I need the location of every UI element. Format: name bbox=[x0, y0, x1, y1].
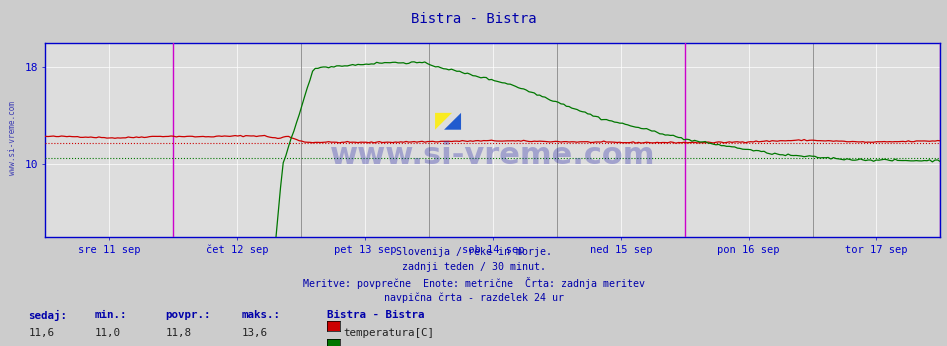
Text: Bistra - Bistra: Bistra - Bistra bbox=[411, 12, 536, 26]
Text: 11,6: 11,6 bbox=[28, 328, 54, 338]
Text: www.si-vreme.com: www.si-vreme.com bbox=[8, 101, 17, 175]
Text: navpična črta - razdelek 24 ur: navpična črta - razdelek 24 ur bbox=[384, 292, 563, 302]
Text: Meritve: povprečne  Enote: metrične  Črta: zadnja meritev: Meritve: povprečne Enote: metrične Črta:… bbox=[302, 277, 645, 289]
Text: min.:: min.: bbox=[95, 310, 127, 320]
Text: Bistra - Bistra: Bistra - Bistra bbox=[327, 310, 424, 320]
Text: 13,6: 13,6 bbox=[241, 328, 267, 338]
Text: 11,0: 11,0 bbox=[95, 328, 120, 338]
Text: Slovenija / reke in morje.: Slovenija / reke in morje. bbox=[396, 247, 551, 257]
Text: ◤: ◤ bbox=[435, 111, 453, 131]
Text: 11,8: 11,8 bbox=[166, 328, 191, 338]
Text: maks.:: maks.: bbox=[241, 310, 280, 320]
Text: povpr.:: povpr.: bbox=[166, 310, 211, 320]
Text: www.si-vreme.com: www.si-vreme.com bbox=[331, 141, 655, 170]
Text: ◢: ◢ bbox=[444, 111, 461, 131]
Text: temperatura[C]: temperatura[C] bbox=[344, 328, 435, 338]
Text: zadnji teden / 30 minut.: zadnji teden / 30 minut. bbox=[402, 262, 545, 272]
Text: sedaj:: sedaj: bbox=[28, 310, 67, 321]
